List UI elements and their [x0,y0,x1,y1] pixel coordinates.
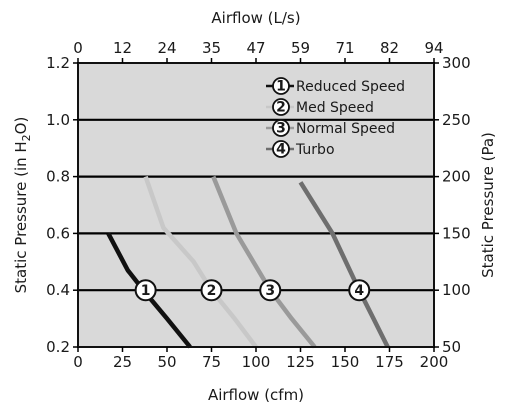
plot-background [78,63,434,347]
y-left-tick-label: 0.4 [46,281,70,299]
series-line-2 [143,175,258,349]
legend-marker-label-1: 1 [276,79,286,95]
y-right-tick-label: 200 [442,168,471,186]
series-marker-3 [259,279,282,302]
y-left-tick-label: 1.2 [46,54,70,72]
y-right-tick-label: 100 [442,281,471,299]
x-top-tick-label: 94 [424,39,443,57]
x-top-tick-label: 59 [291,39,310,57]
series-marker-label-2: 2 [207,283,217,299]
x-bottom-tick-label: 125 [286,353,315,371]
series-marker-label-1: 1 [141,283,151,299]
y-right-axis-title: Static Pressure (Pa) [479,132,497,278]
x-top-axis-title: Airflow (L/s) [211,9,300,27]
legend-entry-2: Med Speed [296,100,374,116]
y-right-tick-label: 250 [442,111,471,129]
x-bottom-tick-label: 100 [242,353,271,371]
legend-marker-label-3: 3 [276,121,286,137]
series-marker-2 [200,279,223,302]
legend-marker-label-2: 2 [276,100,286,116]
axis-ticks: 0.2 0.4 0.6 0.8 1.0 1.2 50 100 150 200 250 300 0 25 50… [46,39,471,371]
y-left-axis-title-subscript: 2 [20,134,33,141]
legend-marker-4 [272,140,290,158]
y-left-axis-title-prefix: Static Pressure (in H [12,141,30,293]
x-top-tick-label: 71 [335,39,354,57]
legend-entry-3: Normal Speed [296,121,395,137]
legend-marker-3 [272,119,290,137]
grid-lines [78,118,434,292]
series-marker-label-3: 3 [265,283,275,299]
x-top-tick-label: 0 [73,39,83,57]
y-left-tick-label: 0.6 [46,224,70,242]
series-marker-1 [134,279,157,302]
x-bottom-tick-label: 150 [331,353,360,371]
series-marker-label-4: 4 [354,283,364,299]
x-bottom-tick-label: 200 [420,353,449,371]
y-left-axis-title-suffix: O) [12,117,30,135]
y-left-tick-label: 0.8 [46,168,70,186]
x-bottom-tick-label: 50 [157,353,176,371]
x-bottom-tick-label: 0 [73,353,83,371]
legend-marker-2 [272,98,290,116]
y-left-tick-label: 1.0 [46,111,70,129]
x-bottom-tick-label: 175 [375,353,404,371]
x-top-tick-label: 35 [202,39,221,57]
legend-marker-1 [272,77,290,95]
legend: 1 Reduced Speed 2 Med Speed 3 Normal Speed 4 Tu… [266,77,405,158]
x-bottom-tick-label: 25 [113,353,132,371]
x-top-tick-label: 24 [157,39,176,57]
x-top-tick-label: 12 [113,39,132,57]
y-right-tick-label: 150 [442,224,471,242]
x-bottom-tick-label: 75 [202,353,221,371]
y-left-tick-label: 0.2 [46,338,70,356]
x-top-tick-label: 82 [380,39,399,57]
y-right-tick-label: 50 [442,338,461,356]
legend-entry-4: Turbo [295,142,335,158]
y-right-tick-label: 300 [442,54,471,72]
legend-entry-1: Reduced Speed [296,79,405,95]
legend-marker-label-4: 4 [276,142,286,158]
series-markers: 1 2 3 4 [134,279,371,302]
x-bottom-axis-title: Airflow (cfm) [208,386,304,404]
series-marker-4 [348,279,371,302]
y-left-axis-title: Static Pressure (in H2O) [12,117,33,294]
x-top-tick-label: 47 [246,39,265,57]
